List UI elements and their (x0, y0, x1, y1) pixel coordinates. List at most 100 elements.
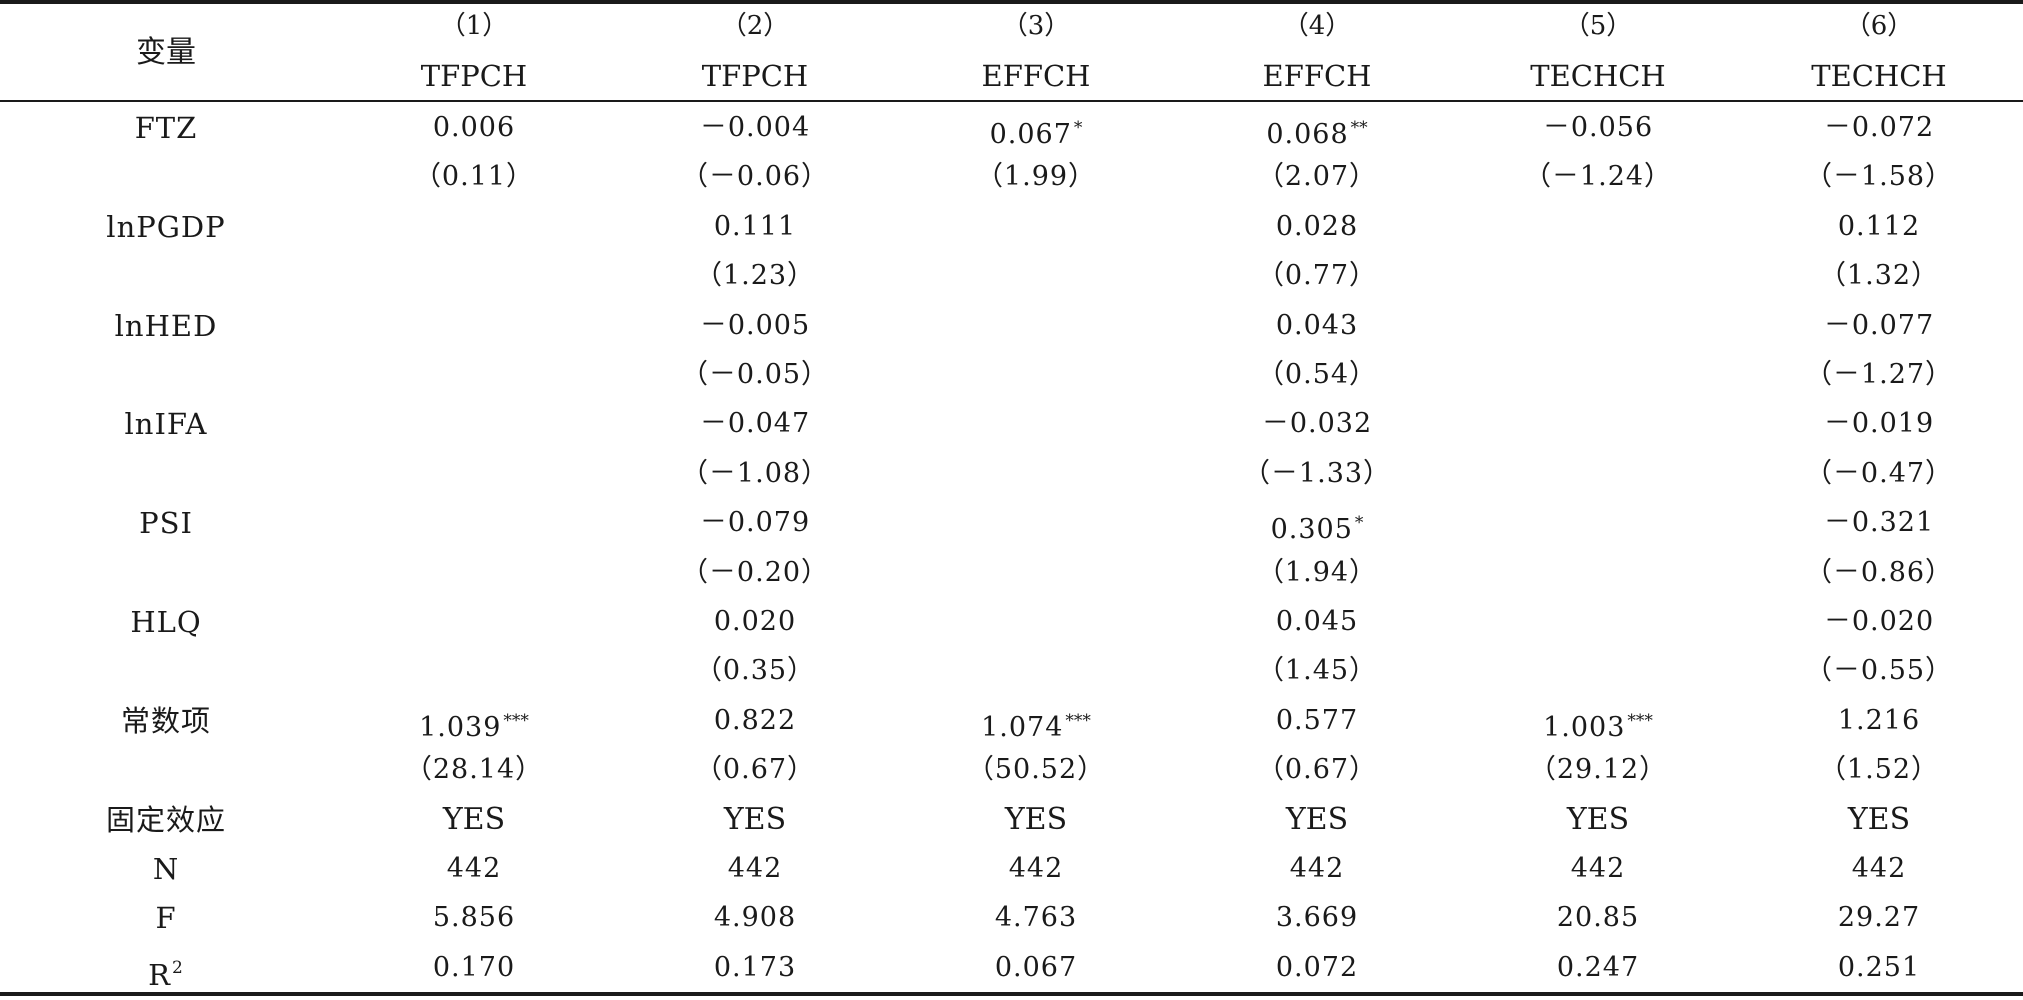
row-label: lnIFA (60, 399, 272, 449)
table-cell: 0.305 * (1217, 498, 1417, 548)
cell-value: －0.321 (1823, 507, 1935, 539)
table-cell (936, 399, 1136, 449)
significance-stars: *** (503, 710, 529, 731)
table-cell: 29.27 (1779, 893, 1979, 943)
cell-value: 3.669 (1275, 902, 1359, 934)
row-label: FTZ (60, 103, 272, 153)
cell-value: YES (1847, 801, 1911, 837)
row-label (60, 251, 272, 301)
table-row: lnPGDP 0.111 0.028 0.112 (0, 202, 2023, 252)
bottom-rule (0, 992, 2023, 996)
cell-value: －0.005 (699, 309, 811, 341)
table-row: lnIFA －0.047 －0.032 －0.019 (0, 399, 2023, 449)
table-row: （1.23） （0.77） （1.32） (0, 251, 2023, 301)
cell-value: 0.068 (1266, 119, 1349, 150)
cell-value: （0.35） (694, 655, 816, 687)
cell-value: 442 (1289, 853, 1345, 884)
column-4-number: （4） (1282, 11, 1352, 41)
table-cell (936, 350, 1136, 400)
table-cell: （－1.24） (1498, 152, 1698, 202)
table-cell: （－0.05） (655, 350, 855, 400)
table-cell: 0.045 (1217, 597, 1417, 647)
cell-value: 0.028 (1275, 210, 1359, 242)
cell-value: YES (1004, 801, 1068, 837)
cell-value: （1.32） (1818, 260, 1940, 292)
table-cell (374, 399, 574, 449)
table-row: FTZ 0.006 －0.004 0.067 * 0.068 ** －0.056 －0.072 (0, 103, 2023, 153)
variable-header: 变量 (136, 35, 196, 70)
cell-value: 4.908 (713, 902, 797, 934)
column-6-name: TECHCH (1811, 59, 1947, 93)
table-cell (936, 449, 1136, 499)
table-cell: （1.99） (936, 152, 1136, 202)
table-cell: 1.003 *** (1498, 696, 1698, 746)
cell-value: 0.006 (432, 112, 516, 143)
row-label (60, 449, 272, 499)
table-row: HLQ 0.020 0.045 －0.020 (0, 597, 2023, 647)
cell-value: （1.52） (1818, 754, 1940, 786)
table-cell (374, 301, 574, 351)
table-cell (374, 350, 574, 400)
table-cell: YES (936, 795, 1136, 845)
cell-value: －0.032 (1261, 408, 1373, 440)
cell-value: 0.072 (1275, 951, 1359, 983)
cell-value: （0.67） (1256, 754, 1378, 786)
table-cell: 0.247 (1498, 943, 1698, 993)
cell-value: 0.067 (994, 951, 1078, 983)
row-label: F (60, 893, 272, 943)
cell-value: （－1.58） (1804, 161, 1954, 193)
header-rule (0, 100, 2023, 102)
cell-value: 0.067 (989, 119, 1072, 150)
table-cell: YES (1498, 795, 1698, 845)
table-cell: （1.45） (1217, 646, 1417, 696)
cell-value: （0.54） (1256, 359, 1378, 390)
row-label (60, 548, 272, 598)
cell-value: 0.577 (1275, 704, 1359, 736)
cell-value: －0.019 (1823, 408, 1935, 440)
table-cell: 0.173 (655, 943, 855, 993)
table-row: N 442 442 442 442 442 442 (0, 844, 2023, 894)
table-cell: 0.043 (1217, 301, 1417, 351)
cell-value: －0.047 (699, 408, 811, 440)
cell-value: （－0.86） (1804, 556, 1954, 588)
row-label: 常数项 (60, 696, 272, 746)
row-label-text: lnHED (114, 308, 218, 343)
row-label: N (60, 844, 272, 894)
table-cell: （0.35） (655, 646, 855, 696)
table-cell (374, 202, 574, 252)
row-label (60, 646, 272, 696)
column-5-name: TECHCH (1530, 59, 1666, 93)
table-cell: （1.23） (655, 251, 855, 301)
row-label-text: lnIFA (124, 407, 208, 442)
cell-value: 20.85 (1556, 902, 1640, 934)
table-row: F 5.856 4.908 4.763 3.669 20.85 29.27 (0, 893, 2023, 943)
table-cell: （－1.58） (1779, 152, 1979, 202)
cell-value: 0.112 (1837, 210, 1921, 242)
table-cell: （0.67） (655, 745, 855, 795)
table-cell: （－0.55） (1779, 646, 1979, 696)
table-cell: 442 (1217, 844, 1417, 894)
table-cell: －0.004 (655, 103, 855, 153)
table-cell: －0.079 (655, 498, 855, 548)
cell-value: （0.77） (1256, 260, 1378, 292)
cell-value: 1.074 (981, 711, 1064, 743)
cell-value: －0.072 (1823, 112, 1935, 143)
table-cell: 442 (936, 844, 1136, 894)
table-cell: （28.14） (374, 745, 574, 795)
table-row: R2 0.170 0.173 0.067 0.072 0.247 0.251 (0, 943, 2023, 993)
column-6-number: （6） (1844, 11, 1914, 41)
row-label-text: 固定效应 (105, 802, 226, 837)
table-cell (1498, 301, 1698, 351)
table-cell (374, 548, 574, 598)
table-cell (374, 498, 574, 548)
cell-value: 442 (1851, 853, 1907, 884)
table-cell: （－0.20） (655, 548, 855, 598)
table-cell (1498, 498, 1698, 548)
table-cell: （－1.08） (655, 449, 855, 499)
table-cell: （0.11） (374, 152, 574, 202)
table-cell: （－1.27） (1779, 350, 1979, 400)
table-cell: －0.321 (1779, 498, 1979, 548)
table-row: （0.35） （1.45） （－0.55） (0, 646, 2023, 696)
table-cell (936, 251, 1136, 301)
